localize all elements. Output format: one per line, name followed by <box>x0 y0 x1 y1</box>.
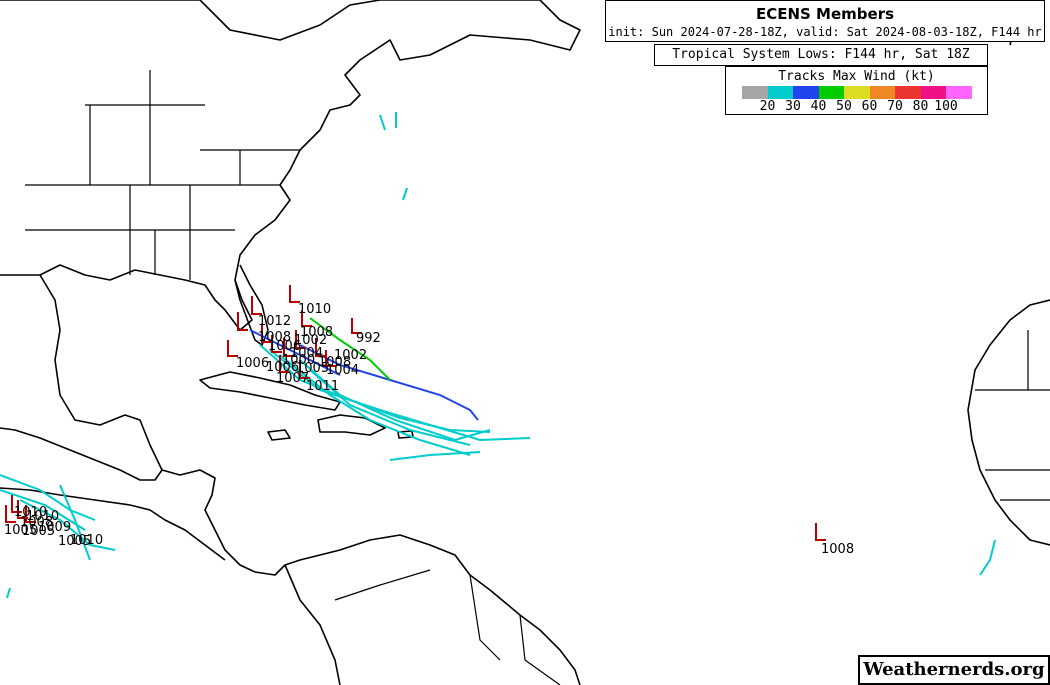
pressure-label: 1008 <box>300 325 333 340</box>
pressure-label: 1004 <box>290 346 323 361</box>
track-cyan <box>0 489 86 531</box>
pressure-label: 1002 <box>334 348 367 363</box>
legend-swatch <box>742 86 768 99</box>
track-green <box>309 317 391 381</box>
wind-barb-icon <box>261 325 272 343</box>
pressure-label: 1005 <box>58 534 91 549</box>
track-cyan <box>269 349 531 442</box>
wind-barbs <box>5 285 826 541</box>
legend-tick-label: 30 <box>785 99 801 114</box>
pressure-label: 1010 <box>70 533 103 548</box>
pressure-label: 1011 <box>306 379 339 394</box>
track-cyan <box>979 539 996 576</box>
legend-swatch <box>869 86 895 99</box>
pressure-labels: 1010 1012 1008 1008 1002 1006 992 1004 1… <box>4 302 854 557</box>
color-scale-icon <box>742 86 972 99</box>
legend-tick-label: 60 <box>861 99 878 114</box>
wind-barb-icon <box>351 318 362 334</box>
wind-barb-icon <box>295 330 306 349</box>
wind-legend: Tracks Max Wind (kt) 20 30 40 50 60 70 80 100 <box>725 66 988 115</box>
track-cyan <box>0 474 96 521</box>
track-cyan <box>379 114 386 131</box>
legend-swatch <box>920 86 946 99</box>
legend-swatch <box>793 86 819 99</box>
wind-barb-icon <box>315 338 326 357</box>
wind-barb-icon <box>299 360 310 379</box>
pressure-label: 1005 <box>296 361 329 376</box>
credit-label: Weathernerds.org <box>858 655 1050 685</box>
pressure-label: 1006 <box>268 339 301 354</box>
pressure-label: 1010 <box>26 509 59 524</box>
pressure-label: 1006 <box>236 356 269 371</box>
wind-barb-icon <box>325 350 336 367</box>
wind-barb-icon <box>227 340 238 357</box>
init-valid-line: init: Sun 2024-07-28-18Z, valid: Sat 202… <box>608 25 1042 39</box>
track-cyan <box>279 354 471 456</box>
legend-swatch <box>946 86 972 99</box>
legend-swatch <box>767 86 793 99</box>
track-cyan <box>59 484 91 561</box>
pressure-label: 1010 <box>298 302 331 317</box>
wind-barb-icon <box>289 285 300 303</box>
title-box: ECENS Members init: Sun 2024-07-28-18Z, … <box>605 0 1045 42</box>
pressure-label: 1005 <box>4 523 37 538</box>
pressure-label: 1004 <box>326 363 359 378</box>
wind-barb-icon <box>815 523 826 541</box>
pressure-label: 1008 <box>20 515 53 530</box>
pressure-label: 992 <box>356 331 381 346</box>
page-title: ECENS Members <box>755 5 895 23</box>
track-cyan <box>6 587 11 599</box>
pressure-label: 1007 <box>276 371 309 386</box>
pressure-label: 1008 <box>821 542 854 557</box>
wind-barb-icon <box>279 355 290 373</box>
pressure-label: 1008 <box>258 330 291 345</box>
product-label: Tropical System Lows: F144 hr, Sat 18Z <box>654 44 988 66</box>
pressure-label: 1012 <box>258 314 291 329</box>
wind-barb-icon <box>301 310 312 327</box>
wind-barb-icon <box>283 338 294 357</box>
wind-barb-icon <box>25 505 36 523</box>
wind-barb-icon <box>271 335 282 353</box>
legend-tick-label: 70 <box>887 99 903 114</box>
legend-tick-label: 20 <box>759 99 776 114</box>
track-cyan <box>389 451 481 461</box>
legend-tick-label: 80 <box>912 99 929 114</box>
legend-tick-label: 40 <box>810 99 827 114</box>
legend-swatch <box>895 86 921 99</box>
legend-swatch <box>844 86 870 99</box>
track-cyan <box>309 369 471 446</box>
pressure-label: 1010 <box>14 505 47 520</box>
track-blue <box>299 344 479 421</box>
political-borders <box>25 70 1050 685</box>
wind-barb-icon <box>237 312 248 331</box>
pressure-label: 1005 <box>22 524 55 539</box>
pressure-label: 1006 <box>266 360 299 375</box>
legend-swatch <box>818 86 844 99</box>
legend-tick-label: 100 <box>934 99 958 114</box>
pressure-label: 1000 <box>282 353 315 368</box>
wind-barb-icon <box>251 296 262 315</box>
track-cyan <box>402 187 408 201</box>
pressure-label: 1002 <box>294 333 327 348</box>
wind-barb-icon <box>17 500 28 519</box>
track-cyan <box>19 499 116 551</box>
wind-barb-icon <box>5 505 16 523</box>
pressure-label: 1008 <box>318 355 351 370</box>
legend-title: Tracks Max Wind (kt) <box>778 69 935 84</box>
storm-tracks <box>0 112 996 599</box>
legend-tick-label: 50 <box>836 99 852 114</box>
pressure-label: 1009 <box>38 520 71 535</box>
track-blue <box>249 329 341 376</box>
